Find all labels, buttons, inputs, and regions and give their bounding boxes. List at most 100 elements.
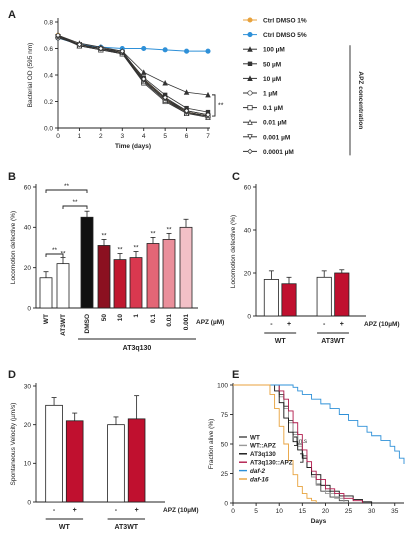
- x-tick-label: 3: [120, 133, 124, 140]
- group-label: WT: [59, 524, 71, 531]
- legend-marker: [247, 46, 253, 52]
- y-axis-label: Locomotion defective (%): [230, 215, 237, 288]
- x-tick-label: AT3WT: [60, 314, 67, 336]
- apz-axis-label: APZ (µM): [196, 319, 224, 326]
- treatment-tick-label: +: [135, 507, 139, 514]
- y-tick-label: 20: [24, 265, 32, 272]
- bar: [162, 239, 176, 309]
- y-tick-label: 60: [244, 184, 252, 191]
- legend-title: APZ concentration: [357, 71, 364, 129]
- data-point: [162, 79, 168, 86]
- y-tick-label: 0: [224, 500, 228, 507]
- x-tick-label: 5: [163, 133, 167, 140]
- survival-curve: [233, 384, 373, 503]
- treatment-tick-label: -: [115, 507, 118, 514]
- y-tick-label: 0.2: [44, 99, 53, 106]
- significance-bracket: [212, 94, 216, 117]
- x-tick-label: 30: [368, 508, 376, 515]
- y-tick-label: 20: [24, 422, 32, 429]
- legend-marker: [247, 61, 253, 66]
- y-tick-label: 10: [24, 461, 32, 468]
- treatment-tick-label: -: [53, 507, 56, 514]
- y-axis-label: Fraction alive (%): [208, 419, 215, 470]
- x-tick-label: 15: [299, 508, 307, 515]
- legend-marker: [247, 148, 253, 155]
- bar: [80, 216, 94, 309]
- legend-label: Ctrl DMSO 1%: [263, 18, 307, 25]
- y-tick-label: 0.6: [44, 46, 53, 53]
- bar: [56, 263, 70, 309]
- legend-marker: [247, 32, 253, 38]
- x-axis-label: Days: [311, 518, 327, 525]
- bar: [127, 418, 146, 503]
- data-point: [183, 89, 190, 95]
- legend-label: AT3q130::APZ: [250, 460, 293, 467]
- treatment-label: APZ (10µM): [364, 321, 400, 328]
- x-tick-label: 10: [276, 508, 284, 515]
- group-label: AT3q130: [123, 345, 152, 352]
- y-tick-label: 40: [244, 227, 252, 234]
- series-line: [57, 34, 209, 96]
- legend-marker: [247, 17, 253, 23]
- x-tick-label: 0.1: [150, 314, 157, 323]
- legend-label: 10 µM: [263, 76, 281, 83]
- y-tick-label: 25: [221, 471, 229, 478]
- panel-letter: A: [8, 9, 16, 21]
- x-tick-label: 0: [231, 508, 235, 515]
- x-tick-label: 5: [254, 508, 258, 515]
- treatment-tick-label: +: [73, 507, 77, 514]
- data-point: [119, 48, 125, 54]
- x-tick-label: 0.001: [183, 314, 190, 331]
- legend-label: 100 µM: [263, 47, 285, 54]
- bar: [263, 279, 279, 317]
- x-tick-label: DMSO: [84, 314, 91, 334]
- significance-star: **: [150, 230, 156, 237]
- bar: [281, 283, 297, 317]
- x-axis-label: Time (days): [115, 143, 151, 150]
- comparison-label: **: [72, 199, 78, 206]
- bar: [129, 257, 143, 309]
- data-point: [205, 91, 211, 98]
- series-line: [57, 34, 209, 116]
- data-point: [55, 32, 61, 38]
- legend-label: AT3q130: [250, 451, 276, 458]
- significance-star: **: [133, 245, 139, 252]
- data-point: [162, 94, 168, 101]
- legend-label: 0.1 µM: [263, 105, 283, 112]
- x-tick-label: 7: [206, 133, 210, 140]
- series-line: [57, 34, 209, 118]
- group-label: AT3WT: [115, 524, 139, 531]
- bar: [146, 243, 160, 309]
- legend-label: WT::APZ: [250, 443, 276, 450]
- treatment-tick-label: -: [323, 321, 326, 328]
- x-tick-label: 0.01: [166, 314, 173, 327]
- legend-label: 50 µM: [263, 61, 281, 68]
- comparison-label: **: [64, 183, 70, 190]
- survival-curve: [233, 384, 363, 503]
- significance-label: **: [218, 102, 224, 109]
- y-tick-label: 0.8: [44, 19, 53, 26]
- legend-label: 0.01 µM: [263, 120, 287, 127]
- comparison-bracket: [300, 453, 304, 463]
- legend-label: 1 µM: [263, 91, 278, 98]
- comparison-label: **: [52, 247, 58, 254]
- x-tick-label: 4: [142, 133, 146, 140]
- significance-star: **: [117, 247, 123, 254]
- y-tick-label: 0: [27, 499, 31, 506]
- y-tick-label: 75: [221, 412, 229, 419]
- survival-curve: [233, 384, 317, 503]
- bar: [65, 420, 84, 503]
- data-point: [140, 69, 147, 75]
- group-label: WT: [275, 338, 287, 345]
- y-tick-label: 0.0: [44, 125, 53, 132]
- data-point: [205, 112, 211, 118]
- ns-label: n.s: [299, 439, 307, 445]
- significance-star: **: [101, 232, 107, 239]
- x-tick-label: WT: [43, 314, 50, 324]
- x-tick-label: 2: [99, 133, 103, 140]
- legend-marker: [247, 75, 253, 81]
- treatment-tick-label: +: [287, 321, 291, 328]
- treatment-tick-label: -: [270, 321, 273, 328]
- panel-letter: C: [232, 171, 240, 183]
- bar: [179, 226, 193, 309]
